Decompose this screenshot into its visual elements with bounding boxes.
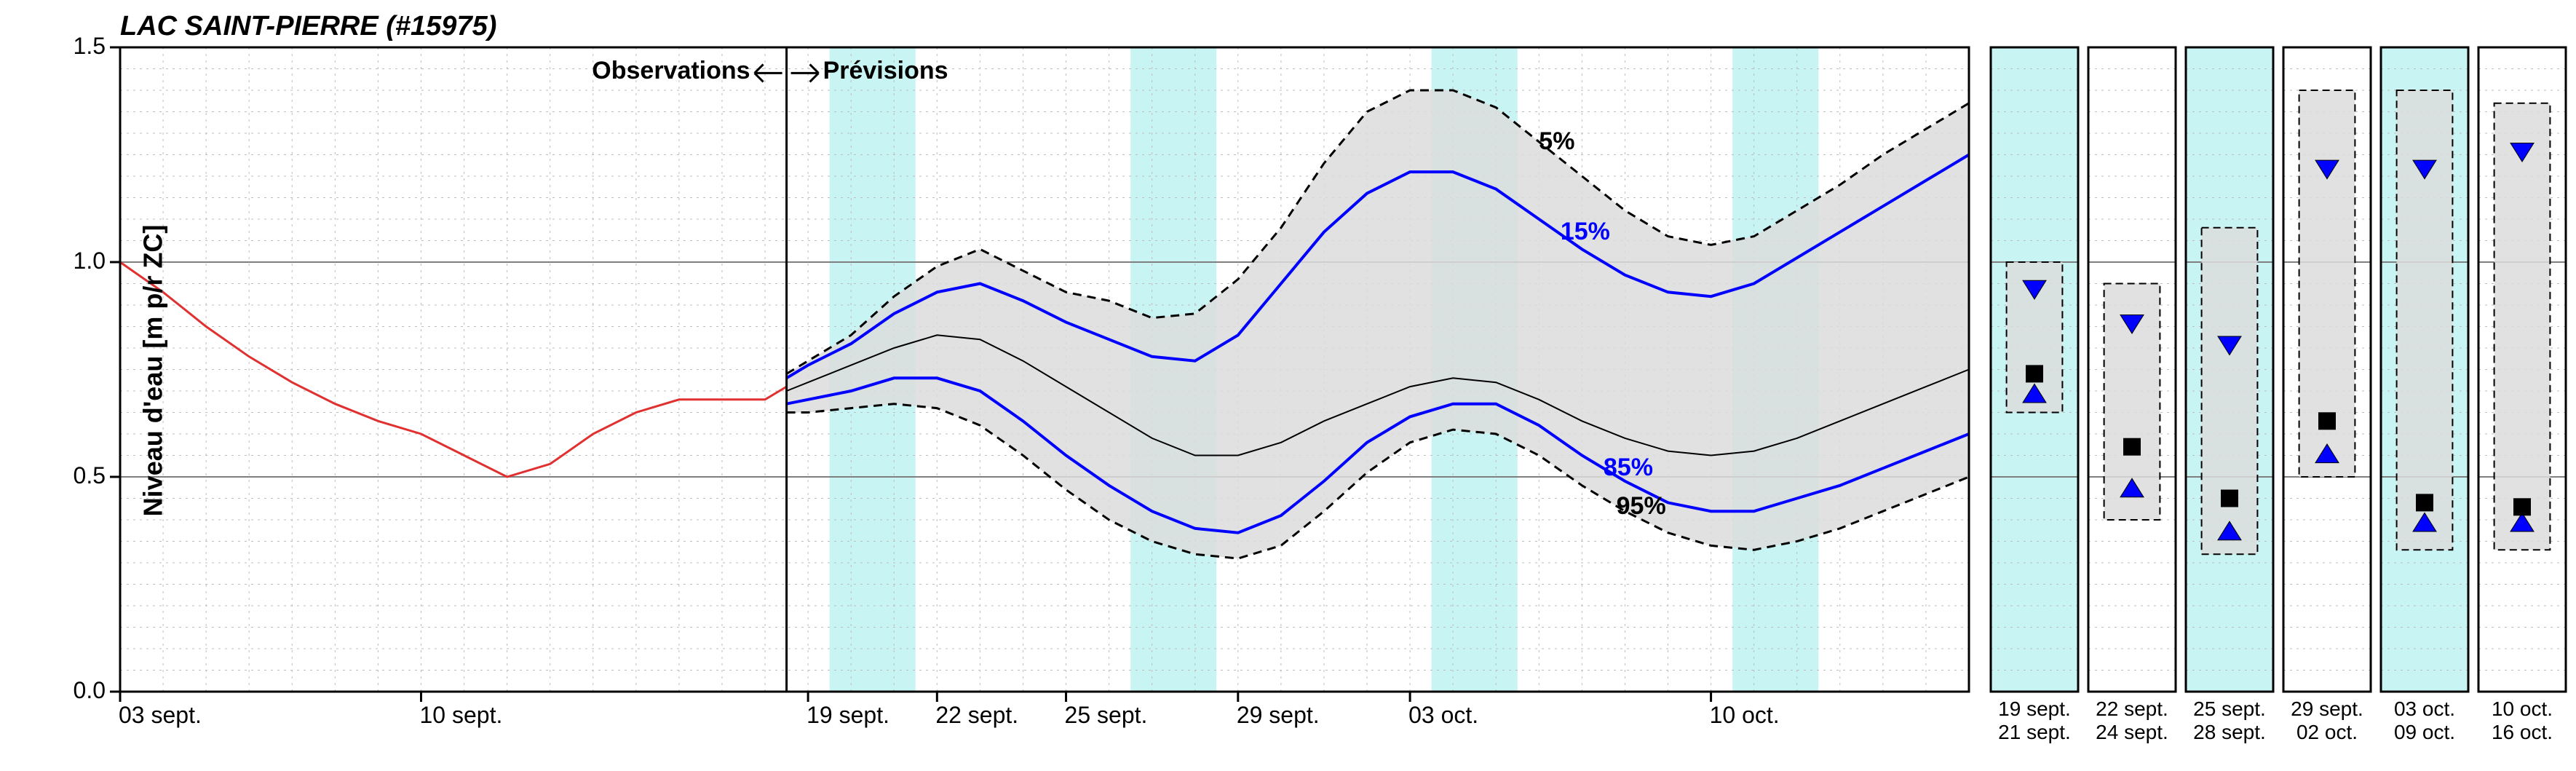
y-tick-label: 1.0	[74, 248, 106, 274]
sub-panel-label-bot: 28 sept.	[2179, 721, 2280, 744]
pct15-label: 15%	[1561, 218, 1610, 246]
x-tick-label: 19 sept.	[807, 702, 889, 729]
chart-svg	[0, 0, 2576, 771]
x-tick-label: 25 sept.	[1065, 702, 1148, 729]
x-tick-label: 03 oct.	[1408, 702, 1478, 729]
sub-panel-label-top: 10 oct.	[2471, 697, 2573, 721]
sub-panel-label-top: 22 sept.	[2081, 697, 2183, 721]
sub-panel-label-bot: 02 oct.	[2276, 721, 2378, 744]
y-tick-label: 0.0	[74, 677, 106, 704]
x-tick-label: 29 sept.	[1237, 702, 1320, 729]
sub-panel-label-bot: 24 sept.	[2081, 721, 2183, 744]
sub-panel-label-top: 03 oct.	[2374, 697, 2476, 721]
y-axis-label: Niveau d'eau [m p/r ZC]	[138, 224, 168, 516]
sub-panel-label-top: 25 sept.	[2179, 697, 2280, 721]
x-tick-label: 22 sept.	[935, 702, 1018, 729]
observations-label: Observations	[592, 57, 750, 85]
x-tick-label: 10 sept.	[419, 702, 502, 729]
y-tick-label: 1.5	[74, 33, 106, 60]
previsions-label: Prévisions	[823, 57, 948, 85]
y-tick-label: 0.5	[74, 462, 106, 489]
sub-panel-label-bot: 09 oct.	[2374, 721, 2476, 744]
pct95-label: 95%	[1617, 492, 1666, 521]
pct5-label: 5%	[1539, 127, 1574, 156]
sub-panel-label-bot: 16 oct.	[2471, 721, 2573, 744]
chart-title: LAC SAINT-PIERRE (#15975)	[120, 11, 496, 42]
x-tick-label: 10 oct.	[1710, 702, 1780, 729]
sub-panel-label-bot: 21 sept.	[1983, 721, 2085, 744]
pct85-label: 85%	[1604, 454, 1653, 482]
x-tick-label: 03 sept.	[119, 702, 202, 729]
sub-panel-label-top: 19 sept.	[1983, 697, 2085, 721]
sub-panel-label-top: 29 sept.	[2276, 697, 2378, 721]
